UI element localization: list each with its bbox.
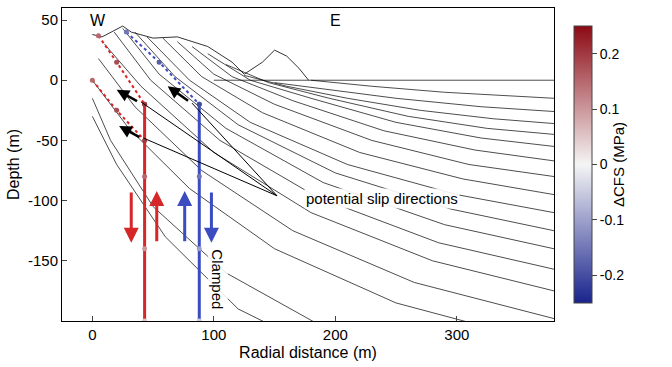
svg-text:ΔCFS (MPa): ΔCFS (MPa): [610, 122, 627, 207]
svg-text:-0.2: -0.2: [600, 267, 624, 283]
svg-text:-100: -100: [28, 192, 58, 209]
svg-text:0: 0: [88, 326, 96, 343]
svg-text:300: 300: [444, 326, 469, 343]
svg-text:-50: -50: [36, 132, 58, 149]
svg-text:0.2: 0.2: [600, 46, 620, 62]
svg-text:0.1: 0.1: [600, 101, 620, 117]
svg-text:E: E: [330, 12, 341, 29]
svg-text:potential slip directions: potential slip directions: [306, 190, 458, 207]
svg-text:0: 0: [50, 71, 58, 88]
svg-text:Clamped: Clamped: [209, 249, 226, 309]
svg-text:-0.1: -0.1: [600, 212, 624, 228]
svg-text:200: 200: [323, 326, 348, 343]
svg-text:Radial distance (m): Radial distance (m): [239, 344, 377, 361]
svg-text:-150: -150: [28, 252, 58, 269]
svg-text:0: 0: [600, 156, 608, 172]
svg-text:100: 100: [201, 326, 226, 343]
svg-text:W: W: [90, 12, 106, 29]
svg-text:50: 50: [41, 11, 58, 28]
svg-text:Depth (m): Depth (m): [5, 129, 22, 200]
